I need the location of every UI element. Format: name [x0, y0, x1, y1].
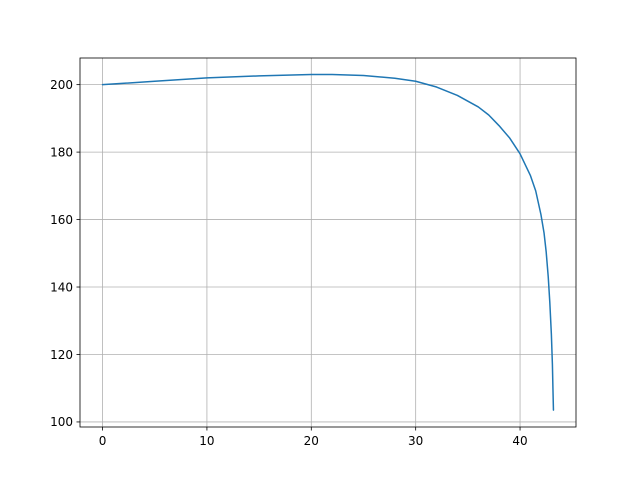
- x-tick-label: 20: [304, 434, 319, 448]
- y-tick-label: 100: [50, 415, 73, 429]
- y-tick-label: 120: [50, 348, 73, 362]
- x-tick-label: 30: [408, 434, 423, 448]
- axis-ticks: 0 10 20 30 40 100 120 140 160 180 200: [50, 78, 528, 448]
- y-tick-label: 140: [50, 280, 73, 294]
- y-tick-label: 160: [50, 213, 73, 227]
- x-tick-label: 10: [199, 434, 214, 448]
- y-tick-label: 200: [50, 78, 73, 92]
- plot-area: [101, 73, 555, 411]
- y-tick-label: 180: [50, 145, 73, 159]
- series-line: [101, 73, 555, 411]
- axes-frame: [79, 57, 577, 428]
- x-tick-label: 0: [99, 434, 107, 448]
- grid: [80, 58, 576, 427]
- x-tick-label: 40: [512, 434, 527, 448]
